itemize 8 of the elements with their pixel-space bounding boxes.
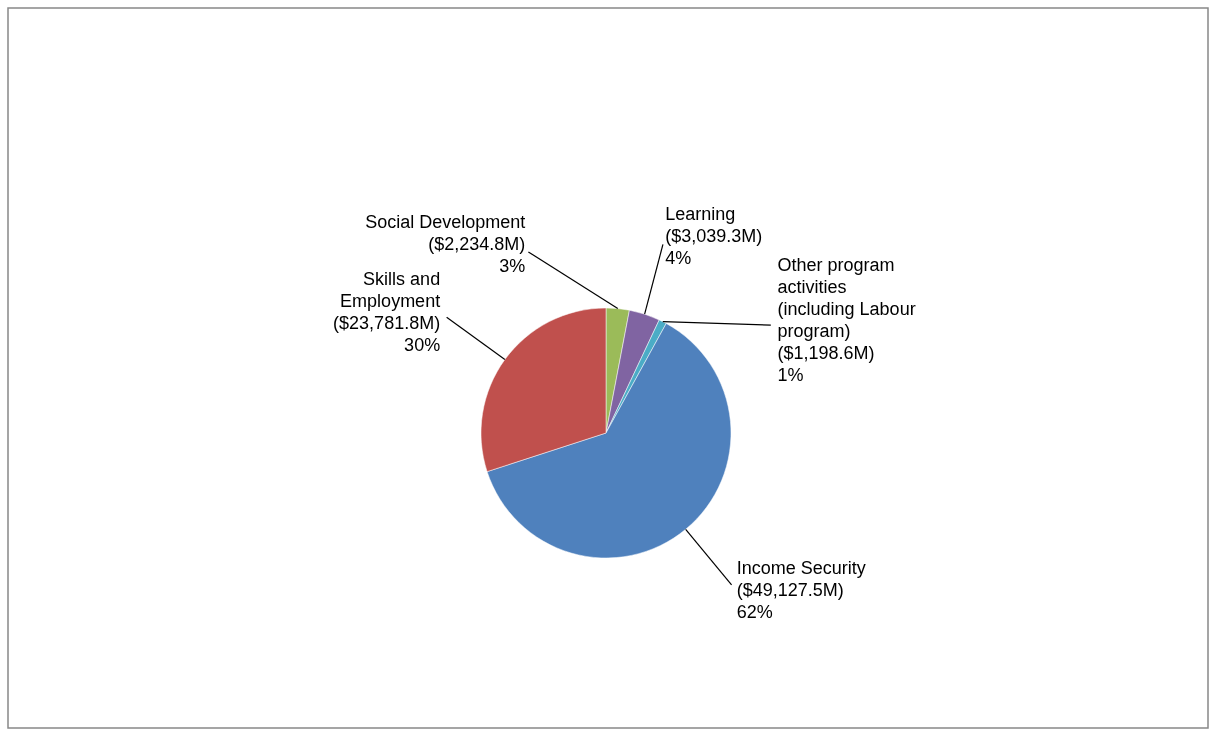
slice-label: Other program activities (including Labour program) [777, 254, 916, 341]
data-label: ($1,198.6M) 1% [777, 342, 875, 385]
slice-label: Social Development [365, 211, 526, 232]
data-label: ($49,127.5M) 62% [736, 579, 844, 622]
slice-label: Income Security [736, 557, 866, 578]
data-label: ($3,039.3M) 4% [665, 225, 763, 268]
data-label: ($23,781.8M) 30% [333, 312, 441, 355]
slice-label: Learning [665, 203, 736, 224]
